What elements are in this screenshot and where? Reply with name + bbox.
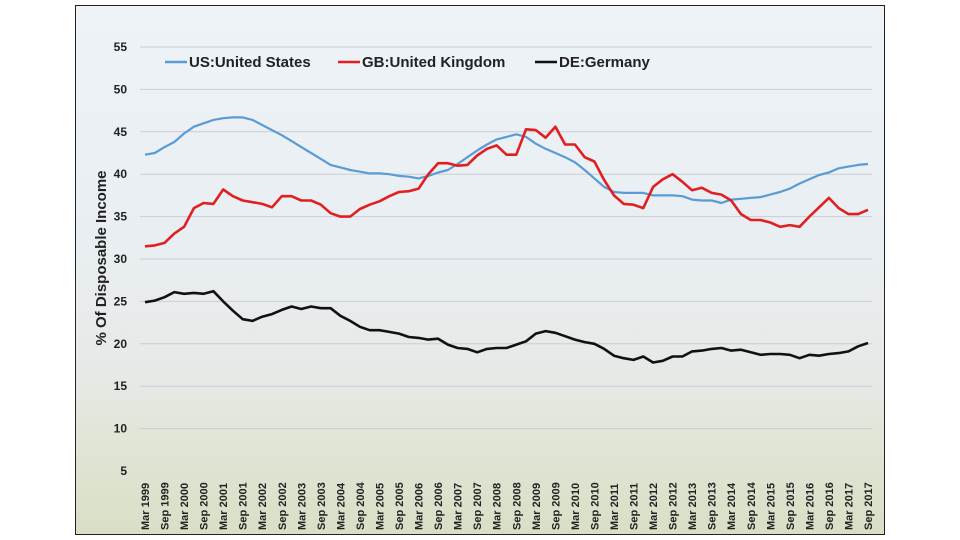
y-tick-label: 20	[114, 337, 128, 351]
x-tick-label: Mar 2002	[257, 483, 269, 530]
series-lines	[144, 116, 869, 364]
y-tick-label: 10	[114, 422, 128, 436]
x-tick-label: Mar 2012	[648, 483, 660, 530]
y-tick-label: 40	[114, 167, 128, 181]
x-tick-label: Sep 2017	[863, 482, 875, 530]
x-tick-label: Mar 2015	[765, 483, 777, 530]
y-tick-label: 55	[114, 40, 128, 54]
y-tick-label: 25	[114, 294, 128, 308]
x-tick-label: Mar 2017	[843, 483, 855, 530]
x-tick-label: Mar 2005	[374, 483, 386, 530]
series-line-de	[144, 289, 869, 364]
series-line-us	[144, 116, 869, 205]
x-tick-label: Sep 2010	[589, 482, 601, 530]
x-tick-label: Mar 2000	[179, 483, 191, 530]
x-tick-label: Sep 2013	[707, 482, 719, 530]
x-tick-label: Mar 2009	[531, 483, 543, 530]
y-axis-title: % Of Disposable Income	[93, 170, 110, 345]
x-tick-label: Sep 1999	[160, 482, 172, 530]
x-tick-label: Sep 2000	[199, 482, 211, 530]
x-tick-label: Mar 2011	[609, 484, 621, 530]
y-tick-label: 15	[114, 379, 128, 393]
x-tick-label: Mar 2004	[335, 482, 347, 530]
x-tick-label: Mar 2008	[492, 483, 504, 530]
series-line-gb	[144, 125, 869, 248]
legend-label: US:United States	[189, 54, 311, 71]
legend-item: GB:United Kingdom	[338, 54, 505, 71]
x-tick-label: Sep 2009	[550, 482, 562, 530]
x-tick-label: Sep 2016	[824, 482, 836, 530]
x-tick-label: Sep 2006	[433, 482, 445, 530]
legend-item: DE:Germany	[535, 54, 651, 71]
y-tick-label: 5	[120, 464, 127, 478]
y-axis-ticks: 5 10 15 20 25 30 35 40 45 50 55	[114, 40, 128, 478]
x-tick-label: Mar 2007	[453, 483, 465, 530]
x-tick-label: Sep 2014	[746, 481, 758, 530]
legend-item: US:United States	[165, 54, 311, 71]
x-tick-label: Sep 2001	[238, 482, 250, 530]
x-tick-label: Sep 2003	[316, 482, 328, 530]
x-tick-label: Mar 2001	[218, 483, 230, 530]
x-tick-label: Mar 2014	[726, 482, 738, 530]
x-tick-label: Sep 2011	[629, 483, 641, 530]
legend-label: GB:United Kingdom	[362, 54, 505, 71]
gridlines	[140, 46, 872, 430]
y-tick-label: 30	[114, 252, 128, 266]
x-tick-label: Sep 2005	[394, 482, 406, 530]
x-tick-label: Mar 2003	[296, 483, 308, 530]
x-tick-label: Sep 2004	[355, 481, 367, 530]
y-tick-label: 35	[114, 210, 128, 224]
x-tick-label: Sep 2015	[785, 482, 797, 530]
y-tick-label: 45	[114, 125, 128, 139]
x-axis-ticks: Mar 1999 Sep 1999 Mar 2000 Sep 2000 Mar 2001…	[140, 481, 875, 530]
x-tick-label: Sep 2007	[472, 482, 484, 530]
x-tick-label: Sep 2012	[668, 482, 680, 530]
y-tick-label: 50	[114, 82, 128, 96]
chart-frame	[75, 5, 885, 535]
x-tick-label: Mar 2006	[414, 483, 426, 530]
x-tick-label: Mar 2010	[570, 483, 582, 530]
x-tick-label: Mar 2016	[804, 483, 816, 530]
x-tick-label: Sep 2008	[511, 482, 523, 530]
x-tick-label: Sep 2002	[277, 482, 289, 530]
x-tick-label: Mar 2013	[687, 483, 699, 530]
legend-label: DE:Germany	[559, 54, 651, 71]
legend: US:United States GB:United Kingdom DE:Germ…	[165, 54, 651, 71]
x-tick-label: Mar 1999	[140, 483, 152, 530]
